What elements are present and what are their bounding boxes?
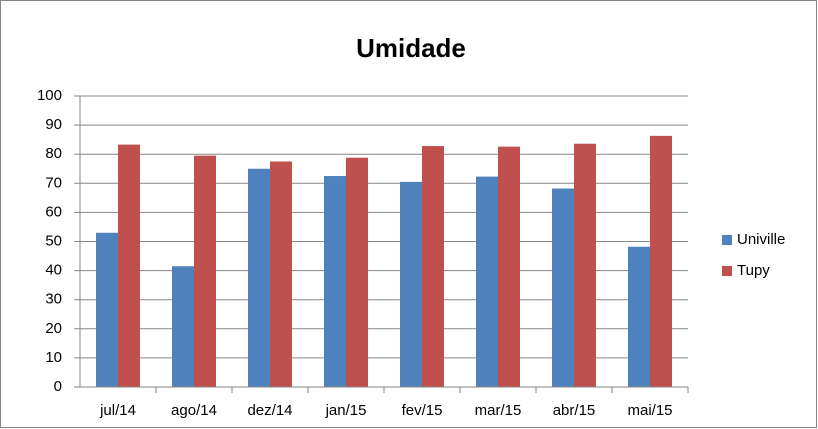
bar <box>172 266 194 387</box>
x-tick-label: ago/14 <box>171 402 217 419</box>
bar <box>498 146 520 387</box>
y-tick-label: 30 <box>45 291 62 308</box>
y-tick-label: 10 <box>45 349 62 366</box>
legend-label: Tupy <box>737 262 770 279</box>
bar <box>96 232 118 387</box>
bar <box>552 188 574 387</box>
bar <box>248 168 270 387</box>
bar <box>324 176 346 387</box>
y-tick-label: 70 <box>45 174 62 191</box>
x-tick-label: abr/15 <box>553 402 596 419</box>
bar <box>194 155 216 387</box>
bar <box>270 161 292 387</box>
x-tick-label: mai/15 <box>627 402 672 419</box>
y-tick-label: 20 <box>45 320 62 337</box>
bar <box>650 135 672 387</box>
bar <box>400 181 422 387</box>
y-tick-label: 90 <box>45 116 62 133</box>
x-tick-label: fev/15 <box>402 402 443 419</box>
bar <box>628 246 650 387</box>
bar <box>574 143 596 387</box>
legend-swatch <box>722 235 732 245</box>
y-tick-label: 50 <box>45 232 62 249</box>
bar <box>118 144 140 387</box>
x-tick-label: jul/14 <box>99 402 136 419</box>
y-tick-label: 80 <box>45 145 62 162</box>
legend-swatch <box>722 266 732 276</box>
x-tick-label: jan/15 <box>325 402 367 419</box>
y-tick-label: 60 <box>45 203 62 220</box>
y-tick-label: 40 <box>45 262 62 279</box>
y-tick-label: 0 <box>54 378 62 395</box>
x-tick-label: dez/14 <box>247 402 292 419</box>
bar <box>476 176 498 387</box>
legend-label: Univille <box>737 231 785 248</box>
bar <box>346 157 368 387</box>
x-tick-label: mar/15 <box>475 402 522 419</box>
y-tick-label: 100 <box>37 87 62 104</box>
chart-title: Umidade <box>356 33 466 63</box>
bar <box>422 146 444 387</box>
